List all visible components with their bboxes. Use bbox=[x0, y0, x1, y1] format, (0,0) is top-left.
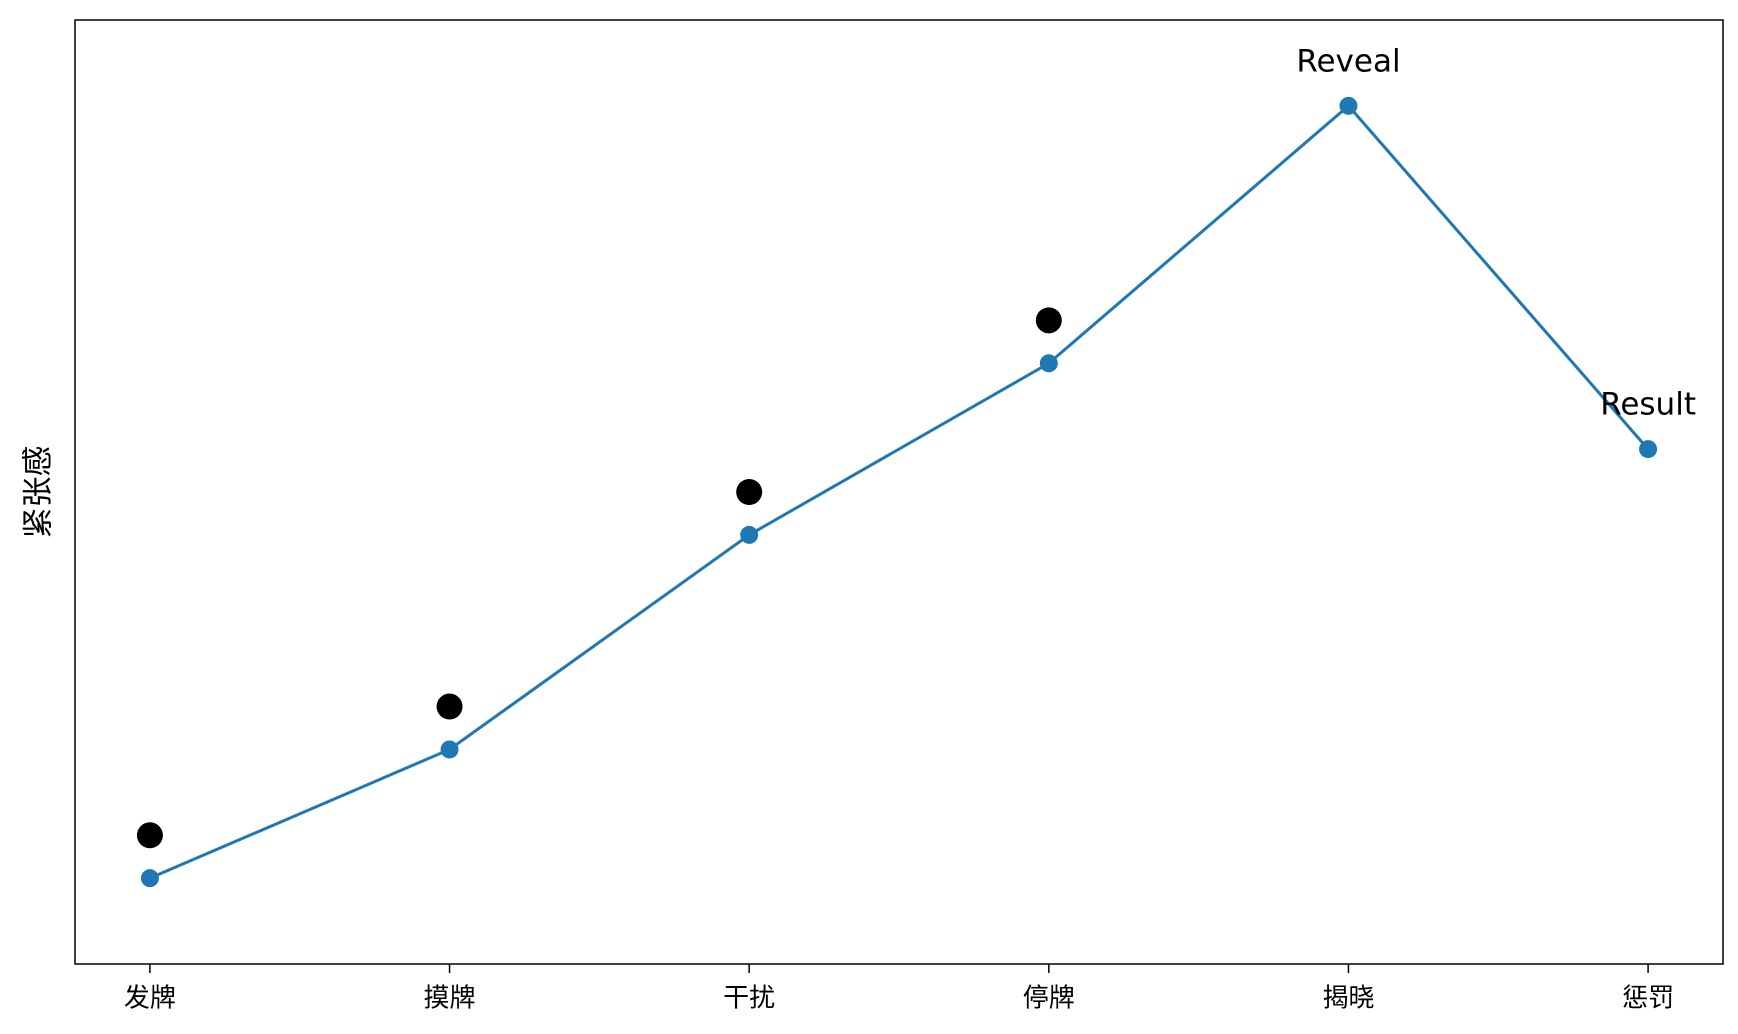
line-marker bbox=[140, 869, 159, 888]
scatter-point bbox=[736, 479, 763, 505]
plot-frame bbox=[74, 19, 1724, 965]
line-marker bbox=[740, 525, 759, 544]
x-tick-label: 惩罚 bbox=[1622, 984, 1674, 1014]
x-tick-label: 揭晓 bbox=[1322, 984, 1374, 1014]
scatter-point bbox=[136, 822, 163, 849]
scatter-point bbox=[436, 693, 463, 720]
line-marker bbox=[440, 740, 459, 759]
x-tick-label: 摸牌 bbox=[424, 984, 476, 1014]
line bbox=[149, 103, 1650, 880]
x-tick-label: 停牌 bbox=[1023, 984, 1075, 1014]
x-tick-label: 干扰 bbox=[723, 984, 775, 1014]
annotation: Result bbox=[1600, 387, 1696, 423]
scatter-point bbox=[1035, 307, 1062, 334]
line-marker bbox=[1039, 354, 1058, 373]
y-axis-label: 紧张感 bbox=[21, 446, 57, 539]
x-tick-label: 发牌 bbox=[124, 984, 176, 1014]
line-marker bbox=[1339, 96, 1358, 115]
line-marker bbox=[1639, 440, 1658, 459]
annotation: Reveal bbox=[1296, 43, 1400, 79]
